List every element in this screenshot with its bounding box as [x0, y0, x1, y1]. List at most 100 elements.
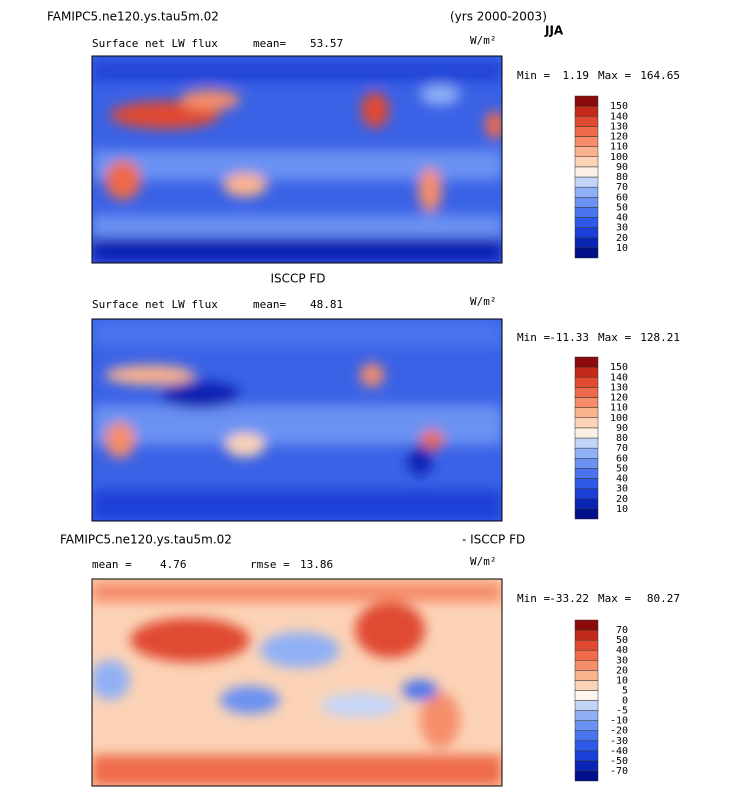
colorbar-label: 40: [616, 645, 628, 656]
colorbar-box: [574, 498, 599, 510]
colorbar-label: -40: [610, 746, 628, 757]
colorbar-label: -70: [610, 766, 628, 777]
max-value: 80.27: [647, 592, 680, 605]
colorbar-label: 90: [616, 162, 628, 173]
colorbar-box: [574, 136, 599, 147]
min-value: -33.22: [549, 592, 589, 605]
max-label: Max =: [598, 592, 631, 605]
stat-label: mean=: [253, 298, 286, 311]
colorbar-label: 0: [622, 696, 628, 707]
min-label: Min =: [517, 592, 550, 605]
colorbar-box: [574, 146, 599, 157]
colorbar-box: [574, 710, 599, 721]
units: W/m²: [470, 295, 497, 308]
colorbar-box: [574, 237, 599, 249]
map-frame: [91, 578, 503, 787]
colorbar-label: 30: [616, 223, 628, 234]
colorbar-label: 90: [616, 423, 628, 434]
min-value: -11.33: [549, 331, 589, 344]
colorbar-label: 20: [616, 665, 628, 676]
colorbar-label: 150: [610, 362, 628, 373]
panel-title: ISCCP FD: [270, 272, 325, 286]
colorbar-box: [574, 397, 599, 408]
colorbar-label: -5: [616, 706, 628, 717]
colorbar-label: 50: [616, 463, 628, 474]
map-model: [92, 56, 502, 263]
stat-value: 53.57: [310, 37, 343, 50]
panel-title: - ISCCP FD: [462, 533, 525, 547]
colorbar-label: 20: [616, 494, 628, 505]
colorbar-label: 100: [610, 413, 628, 424]
max-value: 128.21: [640, 331, 680, 344]
colorbar-label: 50: [616, 635, 628, 646]
colorbar-box: [574, 690, 599, 701]
colorbar-label: 10: [616, 504, 628, 515]
colorbar-box: [574, 740, 599, 752]
stat-label: rmse =: [250, 558, 290, 571]
colorbar-box: [574, 156, 599, 168]
colorbar-label: 5: [622, 685, 628, 696]
stat-value: 13.86: [300, 558, 333, 571]
colorbar-box: [574, 770, 599, 782]
max-value: 164.65: [640, 69, 680, 82]
colorbar-box: [574, 427, 599, 439]
colorbar-label: 120: [610, 132, 628, 143]
colorbar-label: 30: [616, 655, 628, 666]
colorbar-label: 20: [616, 233, 628, 244]
colorbar-label: 30: [616, 484, 628, 495]
colorbar-box: [574, 629, 599, 641]
colorbar-box: [574, 207, 599, 218]
colorbar-box: [574, 417, 599, 429]
colorbar-box: [574, 700, 599, 711]
colorbar-label: 60: [616, 453, 628, 464]
colorbar-label: 10: [616, 675, 628, 686]
colorbar-label: -10: [610, 716, 628, 727]
stat-label: mean =: [92, 558, 132, 571]
colorbar-box: [574, 639, 599, 651]
colorbar-box: [574, 720, 599, 731]
min-label: Min =: [517, 331, 550, 344]
colorbar-label: -20: [610, 726, 628, 737]
map-obs: [92, 319, 502, 521]
variable-name: Surface net LW flux: [92, 298, 218, 311]
colorbar-label: 10: [616, 243, 628, 254]
max-label: Max =: [598, 331, 631, 344]
colorbar-label: 50: [616, 202, 628, 213]
colorbar-label: 40: [616, 213, 628, 224]
map-difference: [92, 579, 502, 786]
stat-value: 4.76: [160, 558, 187, 571]
colorbar-box: [574, 670, 599, 681]
colorbar-label: 80: [616, 172, 628, 183]
colorbar-label: 70: [616, 625, 628, 636]
colorbar-box: [574, 508, 599, 520]
stat-label: mean=: [253, 37, 286, 50]
colorbar-box: [574, 217, 599, 228]
colorbar-label: 80: [616, 433, 628, 444]
colorbar-box: [574, 437, 599, 449]
colorbar-box: [574, 680, 599, 691]
max-label: Max =: [598, 69, 631, 82]
colorbar-label: 110: [610, 142, 628, 153]
colorbar-label: 100: [610, 152, 628, 163]
colorbar-box: [574, 95, 599, 107]
colorbar-box: [574, 750, 599, 762]
min-value: 1.19: [563, 69, 590, 82]
colorbar-label: 140: [610, 111, 628, 122]
colorbar-label: 140: [610, 372, 628, 383]
colorbar-label: 40: [616, 474, 628, 485]
colorbar-box: [574, 447, 599, 459]
colorbar-label: 130: [610, 382, 628, 393]
colorbar-label: 120: [610, 393, 628, 404]
min-label: Min =: [517, 69, 550, 82]
colorbar-box: [574, 760, 599, 772]
colorbar-box: [574, 478, 599, 489]
colorbar-box: [574, 116, 599, 127]
units: W/m²: [470, 555, 497, 568]
colorbar-box: [574, 730, 599, 741]
years: (yrs 2000-2003): [450, 10, 547, 24]
colorbar-box: [574, 126, 599, 137]
colorbar-box: [574, 407, 599, 418]
season: JJA: [544, 24, 564, 38]
